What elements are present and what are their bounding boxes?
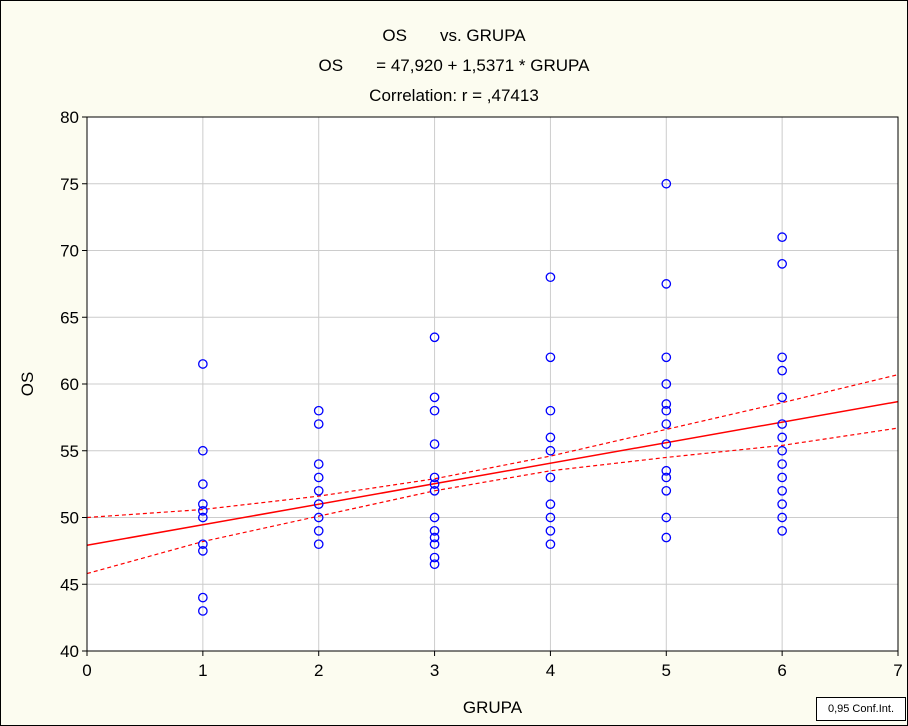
data-point <box>198 592 208 603</box>
y-tick-label: 45 <box>60 575 79 594</box>
data-point <box>661 439 672 449</box>
data-point <box>661 379 672 389</box>
data-point <box>777 352 787 363</box>
y-tick-label: 65 <box>60 308 79 327</box>
data-point <box>661 399 672 409</box>
y-axis-title: OS <box>18 372 37 397</box>
data-point <box>198 359 208 369</box>
y-tick-label: 60 <box>60 375 79 394</box>
data-point <box>545 445 556 456</box>
data-point <box>313 525 324 536</box>
x-tick-label: 2 <box>314 661 323 680</box>
data-point <box>429 479 440 489</box>
data-point <box>429 532 440 543</box>
data-point <box>661 405 672 416</box>
data-point <box>661 465 672 476</box>
data-point <box>777 459 787 469</box>
data-point <box>429 472 440 483</box>
confidence-upper-line <box>86 374 899 519</box>
chart-title: OS vs. GRUPA <box>382 26 526 45</box>
data-point <box>313 485 324 496</box>
data-point <box>198 445 208 456</box>
data-point <box>545 539 556 550</box>
data-point <box>198 546 208 556</box>
data-point <box>545 352 556 363</box>
data-point <box>198 539 208 550</box>
data-point <box>661 178 672 189</box>
data-point <box>429 539 440 550</box>
x-tick-label: 7 <box>893 661 902 680</box>
data-point <box>661 512 672 523</box>
data-point <box>429 525 440 536</box>
y-tick-label: 55 <box>60 442 79 461</box>
data-point <box>198 606 208 616</box>
data-point <box>313 499 324 509</box>
regression-line <box>86 400 899 547</box>
data-point <box>777 499 787 509</box>
data-point <box>661 419 672 429</box>
data-point <box>777 472 787 483</box>
data-point <box>545 472 556 483</box>
data-point <box>429 485 440 496</box>
data-point <box>661 532 672 543</box>
y-tick-label: 50 <box>60 509 79 528</box>
data-point <box>545 432 556 443</box>
data-point <box>777 445 787 456</box>
data-point <box>777 392 787 403</box>
data-point <box>198 512 208 523</box>
x-tick-label: 5 <box>662 661 671 680</box>
x-tick-label: 1 <box>198 661 207 680</box>
data-point <box>313 459 324 469</box>
x-tick-label: 3 <box>430 661 439 680</box>
x-tick-label: 6 <box>777 661 786 680</box>
data-point <box>545 272 556 283</box>
y-tick-label: 75 <box>60 175 79 194</box>
data-point <box>777 258 787 269</box>
data-point <box>429 559 440 570</box>
regression-equation: OS = 47,920 + 1,5371 * GRUPA <box>318 56 590 75</box>
data-point <box>198 505 208 516</box>
data-point <box>545 499 556 509</box>
data-point <box>429 332 440 343</box>
y-tick-label: 40 <box>60 642 79 661</box>
data-point <box>429 552 440 563</box>
data-point <box>661 279 672 289</box>
data-point <box>198 479 208 489</box>
y-tick-label: 80 <box>60 108 79 127</box>
data-point <box>313 405 324 416</box>
data-point <box>661 485 672 496</box>
data-point <box>313 512 324 523</box>
data-point <box>313 472 324 483</box>
confidence-lower-line <box>86 427 899 575</box>
y-tick-label: 70 <box>60 242 79 261</box>
confidence-interval-legend: 0,95 Conf.Int. <box>816 697 906 721</box>
data-point <box>777 485 787 496</box>
data-point <box>429 439 440 449</box>
data-point <box>777 232 787 242</box>
data-point <box>313 419 324 429</box>
data-point <box>545 405 556 416</box>
x-axis-title: GRUPA <box>463 698 523 717</box>
data-point <box>545 525 556 536</box>
data-point <box>777 512 787 523</box>
correlation-label: Correlation: r = ,47413 <box>369 86 539 105</box>
data-point <box>661 352 672 363</box>
data-point <box>777 365 787 376</box>
data-point <box>661 472 672 483</box>
data-point <box>198 499 208 509</box>
data-point <box>313 539 324 550</box>
x-tick-label: 4 <box>546 661 555 680</box>
data-point <box>777 432 787 443</box>
data-point <box>545 512 556 523</box>
data-point <box>429 512 440 523</box>
data-point <box>429 392 440 403</box>
x-tick-label: 0 <box>82 661 91 680</box>
data-point <box>777 525 787 536</box>
data-point <box>777 419 787 429</box>
data-point <box>429 405 440 416</box>
